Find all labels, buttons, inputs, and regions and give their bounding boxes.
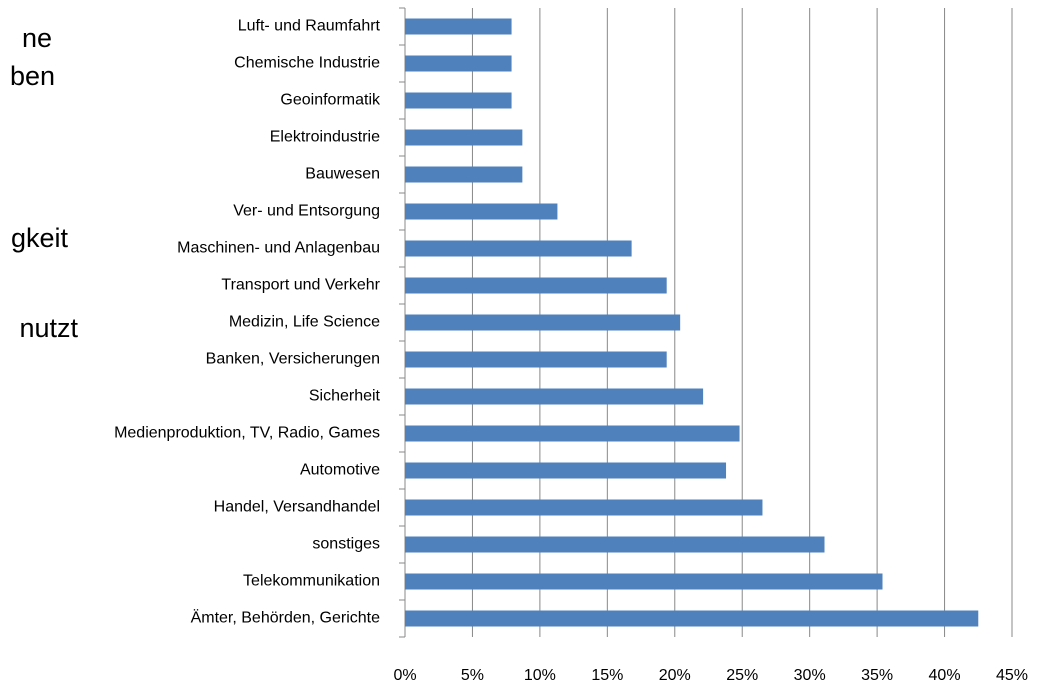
y-tick-label: Maschinen- und Anlagenbau (177, 240, 380, 257)
bar (405, 277, 667, 294)
y-tick-label: Ämter, Behörden, Gerichte (191, 609, 381, 627)
bar (405, 536, 825, 553)
y-tick-label: Chemische Industrie (234, 55, 380, 72)
x-tick-label: 40% (929, 667, 961, 684)
y-tick-label: Transport und Verkehr (221, 277, 380, 294)
y-tick-label: Handel, Versandhandel (214, 499, 380, 516)
bar (405, 610, 979, 627)
bar (405, 55, 512, 72)
x-tick-label: 25% (726, 667, 758, 684)
y-tick-label: Bauwesen (305, 166, 380, 183)
x-tick-label: 20% (659, 667, 691, 684)
bar (405, 462, 727, 479)
bar (405, 314, 681, 331)
y-tick-label: Medienproduktion, TV, Radio, Games (114, 425, 380, 442)
background-text: nutzt (19, 313, 78, 343)
bar (405, 203, 558, 220)
y-tick-label: Luft- und Raumfahrt (238, 18, 381, 35)
x-tick-label: 15% (591, 667, 623, 684)
y-tick-label: Banken, Versicherungen (206, 351, 380, 368)
x-tick-label: 10% (524, 667, 556, 684)
x-tick-label: 45% (996, 667, 1028, 684)
x-tick-label: 5% (461, 667, 484, 684)
y-tick-label: Medizin, Life Science (229, 314, 380, 331)
background-text: ne (22, 23, 52, 53)
y-tick-label: Automotive (300, 462, 380, 479)
y-tick-label: Elektroindustrie (270, 129, 380, 146)
x-tick-label: 30% (794, 667, 826, 684)
background-text: ben (10, 61, 55, 91)
bar (405, 166, 523, 183)
y-tick-label: Geoinformatik (280, 92, 381, 109)
x-tick-label: 0% (393, 667, 416, 684)
y-tick-label: Telekommunikation (243, 573, 380, 590)
x-tick-label: 35% (861, 667, 893, 684)
bar (405, 129, 523, 146)
bar (405, 573, 883, 590)
bar (405, 18, 512, 35)
bar (405, 92, 512, 109)
y-tick-label: Sicherheit (309, 388, 381, 405)
bar (405, 388, 704, 405)
bar (405, 499, 763, 516)
y-tick-label: Ver- und Entsorgung (233, 203, 380, 220)
background-text: gkeit (11, 223, 69, 253)
y-tick-label: sonstiges (312, 536, 380, 553)
bar (405, 425, 740, 442)
bar (405, 351, 667, 368)
bar (405, 240, 632, 257)
